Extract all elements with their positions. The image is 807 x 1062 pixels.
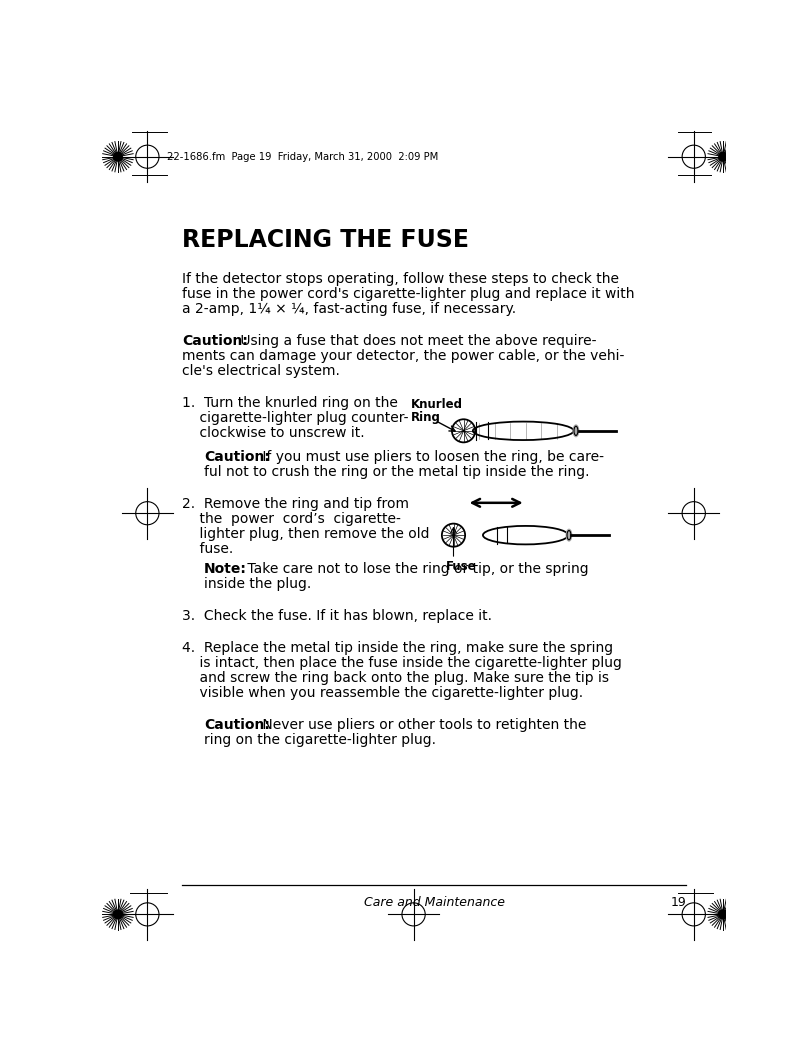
Text: Ring: Ring [411,411,441,424]
Text: and screw the ring back onto the plug. Make sure the tip is: and screw the ring back onto the plug. M… [182,671,609,685]
Text: fuse in the power cord's cigarette-lighter plug and replace it with: fuse in the power cord's cigarette-light… [182,287,635,302]
Text: 22-1686.fm  Page 19  Friday, March 31, 2000  2:09 PM: 22-1686.fm Page 19 Friday, March 31, 200… [167,152,438,161]
Circle shape [719,910,728,919]
Text: visible when you reassemble the cigarette-lighter plug.: visible when you reassemble the cigarett… [182,686,583,700]
Text: inside the plug.: inside the plug. [204,577,312,590]
Text: Care and Maintenance: Care and Maintenance [364,896,504,909]
Text: is intact, then place the fuse inside the cigarette-lighter plug: is intact, then place the fuse inside th… [182,655,622,670]
Text: 2.  Remove the ring and tip from: 2. Remove the ring and tip from [182,497,409,511]
Text: REPLACING THE FUSE: REPLACING THE FUSE [182,227,469,252]
Ellipse shape [567,529,571,541]
Text: 1.  Turn the knurled ring on the: 1. Turn the knurled ring on the [182,396,398,410]
Text: Caution:: Caution: [204,449,270,464]
Circle shape [114,910,123,919]
Text: Take care not to lose the ring or tip, or the spring: Take care not to lose the ring or tip, o… [243,562,588,576]
Text: cigarette-lighter plug counter-: cigarette-lighter plug counter- [182,411,409,425]
Text: Knurled: Knurled [411,397,463,411]
Text: Using a fuse that does not meet the above require-: Using a fuse that does not meet the abov… [236,335,596,348]
Ellipse shape [573,425,579,436]
Text: the  power  cord’s  cigarette-: the power cord’s cigarette- [182,512,401,526]
Text: Fuse: Fuse [445,560,476,572]
Text: ments can damage your detector, the power cable, or the vehi-: ments can damage your detector, the powe… [182,349,625,363]
Text: a 2-amp, 1¼ × ¼, fast-acting fuse, if necessary.: a 2-amp, 1¼ × ¼, fast-acting fuse, if ne… [182,303,516,316]
Text: cle's electrical system.: cle's electrical system. [182,364,340,378]
Text: 4.  Replace the metal tip inside the ring, make sure the spring: 4. Replace the metal tip inside the ring… [182,640,613,654]
Text: ring on the cigarette-lighter plug.: ring on the cigarette-lighter plug. [204,733,436,747]
Circle shape [719,152,728,161]
Text: clockwise to unscrew it.: clockwise to unscrew it. [182,426,365,441]
Text: ful not to crush the ring or the metal tip inside the ring.: ful not to crush the ring or the metal t… [204,465,589,479]
Text: lighter plug, then remove the old: lighter plug, then remove the old [182,527,430,541]
Text: Caution:: Caution: [182,335,248,348]
Text: If you must use pliers to loosen the ring, be care-: If you must use pliers to loosen the rin… [257,449,604,464]
Text: fuse.: fuse. [182,542,233,555]
Text: If the detector stops operating, follow these steps to check the: If the detector stops operating, follow … [182,272,619,286]
Text: 3.  Check the fuse. If it has blown, replace it.: 3. Check the fuse. If it has blown, repl… [182,609,492,622]
Text: Never use pliers or other tools to retighten the: Never use pliers or other tools to retig… [257,718,586,732]
Text: Caution:: Caution: [204,718,270,732]
Text: Note:: Note: [204,562,247,576]
Text: 19: 19 [671,896,686,909]
Circle shape [114,152,123,161]
